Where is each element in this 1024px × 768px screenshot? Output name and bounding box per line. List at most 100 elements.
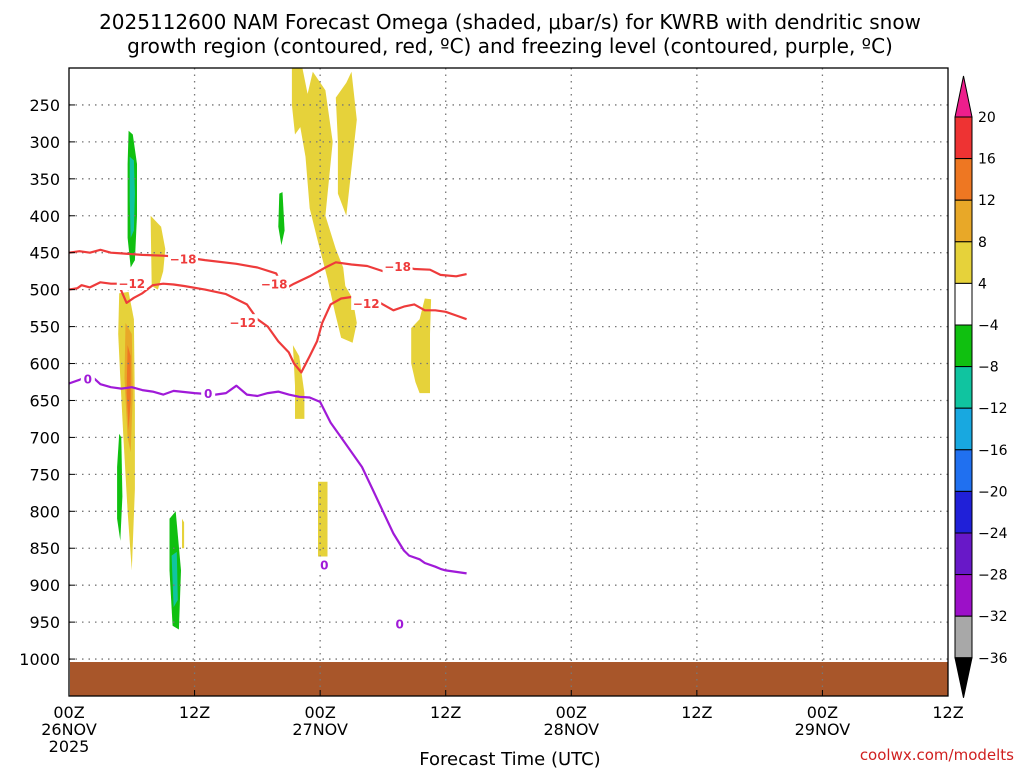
contour-label-background bbox=[382, 258, 413, 274]
chart-title-line-2: growth region (contoured, red, ºC) and f… bbox=[127, 34, 893, 58]
y-tick-label: 850 bbox=[29, 539, 60, 558]
colorbar: 20 16 12 8 4 −4 −8 −12 −16 −20 −24 −28 −32 −36 bbox=[954, 75, 1008, 698]
y-tick-label: 650 bbox=[29, 391, 60, 410]
colorbar-label: 12 bbox=[978, 193, 996, 209]
colorbar-swatch bbox=[954, 615, 973, 659]
contour-label-background bbox=[227, 314, 258, 330]
colorbar-bottom-arrow bbox=[954, 657, 973, 698]
x-axis-label: Forecast Time (UTC) bbox=[419, 749, 600, 768]
contour-label: 0 bbox=[84, 372, 92, 386]
y-tick-label: 1000 bbox=[19, 650, 60, 669]
contour-label-background bbox=[201, 385, 216, 401]
contour-label-background bbox=[168, 250, 199, 266]
y-tick-label: 300 bbox=[29, 133, 60, 152]
x-tick-label: 00Z bbox=[304, 703, 335, 722]
x-tick-label: 27NOV bbox=[292, 720, 348, 739]
contour-label: 0 bbox=[204, 387, 212, 401]
contour-label-background bbox=[80, 370, 95, 386]
colorbar-swatch bbox=[954, 158, 973, 201]
colorbar-label: −12 bbox=[978, 401, 1008, 417]
colorbar-label: −16 bbox=[978, 443, 1008, 459]
colorbar-swatch bbox=[954, 490, 973, 534]
colorbar-swatch bbox=[954, 282, 973, 326]
contour-line bbox=[68, 373, 467, 575]
colorbar-label: −4 bbox=[978, 318, 999, 334]
x-tick-label: 00Z bbox=[53, 703, 84, 722]
contour-label: −18 bbox=[170, 253, 197, 267]
colorbar-swatch bbox=[954, 324, 973, 368]
colorbar-swatch bbox=[954, 116, 973, 160]
colorbar-label: −28 bbox=[978, 568, 1008, 584]
plot-frame bbox=[68, 67, 949, 697]
contour-label: −12 bbox=[353, 297, 380, 311]
colorbar-top-arrow bbox=[954, 75, 973, 118]
omega-region bbox=[411, 298, 432, 394]
y-tick-label: 700 bbox=[29, 428, 60, 447]
contour-label: 0 bbox=[395, 618, 403, 632]
omega-region bbox=[318, 481, 328, 560]
y-tick-label: 400 bbox=[29, 207, 60, 226]
x-tick-label: 2025 bbox=[49, 737, 90, 756]
omega-region bbox=[117, 433, 123, 541]
x-tick-label: 29NOV bbox=[795, 720, 851, 739]
x-tick-label: 00Z bbox=[556, 703, 587, 722]
colorbar-label: 4 bbox=[978, 276, 987, 292]
colorbar-label: −36 bbox=[978, 651, 1008, 667]
omega-region bbox=[292, 345, 305, 419]
contour-label-background bbox=[259, 275, 290, 291]
y-tick-label: 800 bbox=[29, 502, 60, 521]
x-tick-label: 26NOV bbox=[41, 720, 97, 739]
colorbar-swatch bbox=[954, 241, 973, 284]
contour-label: −12 bbox=[229, 316, 256, 330]
credit-link[interactable]: coolwx.com/modelts bbox=[860, 746, 1014, 764]
omega-region bbox=[291, 68, 357, 343]
axes: 250 300 350 400 450 500 550 600 650 700 750 800 850 9… bbox=[19, 67, 964, 756]
contour-lines: −18 −18 −18 −12 −12 −12 0 0 0 0 bbox=[68, 248, 467, 632]
contour-label: −12 bbox=[118, 277, 145, 291]
omega-region bbox=[129, 156, 135, 238]
x-tick-label: 12Z bbox=[430, 703, 461, 722]
contour-label: −18 bbox=[261, 278, 288, 292]
y-tick-label: 550 bbox=[29, 318, 60, 337]
omega-region bbox=[335, 71, 357, 216]
x-tick-label: 00Z bbox=[807, 703, 838, 722]
contour-label: −18 bbox=[384, 260, 411, 274]
y-tick-label: 900 bbox=[29, 576, 60, 595]
contour-label-background bbox=[351, 294, 382, 310]
colorbar-label: −20 bbox=[978, 484, 1008, 500]
colorbar-label: −8 bbox=[978, 360, 999, 376]
plot-area bbox=[70, 68, 948, 696]
colorbar-label: −32 bbox=[978, 609, 1008, 625]
terrain-band bbox=[70, 662, 948, 696]
x-tick-label: 12Z bbox=[179, 703, 210, 722]
chart-title-line-1: 2025112600 NAM Forecast Omega (shaded, μ… bbox=[99, 10, 921, 34]
colorbar-swatch bbox=[954, 532, 973, 576]
contour-line bbox=[68, 281, 467, 374]
colorbar-swatch bbox=[954, 407, 973, 451]
colorbar-label: 20 bbox=[978, 110, 996, 126]
colorbar-swatch bbox=[954, 366, 973, 409]
omega-region bbox=[278, 192, 285, 246]
contour-label-background bbox=[317, 556, 332, 572]
omega-region bbox=[182, 518, 185, 549]
contour-label: 0 bbox=[320, 558, 328, 572]
colorbar-label: 16 bbox=[978, 152, 996, 168]
omega-region bbox=[171, 551, 178, 608]
x-tick-label: 12Z bbox=[932, 703, 963, 722]
colorbar-swatch bbox=[954, 449, 973, 492]
contour-label-background bbox=[116, 274, 147, 290]
y-tick-label: 450 bbox=[29, 244, 60, 263]
colorbar-label: −24 bbox=[978, 526, 1008, 542]
x-tick-label: 12Z bbox=[681, 703, 712, 722]
y-tick-label: 950 bbox=[29, 613, 60, 632]
y-tick-label: 250 bbox=[29, 96, 60, 115]
y-tick-label: 500 bbox=[29, 281, 60, 300]
omega-region bbox=[150, 215, 166, 290]
y-tick-label: 600 bbox=[29, 355, 60, 374]
colorbar-swatch bbox=[954, 199, 973, 243]
y-tick-label: 750 bbox=[29, 465, 60, 484]
grid-lines bbox=[69, 68, 948, 696]
colorbar-label: 8 bbox=[978, 235, 987, 251]
contour-label-background bbox=[392, 615, 407, 631]
